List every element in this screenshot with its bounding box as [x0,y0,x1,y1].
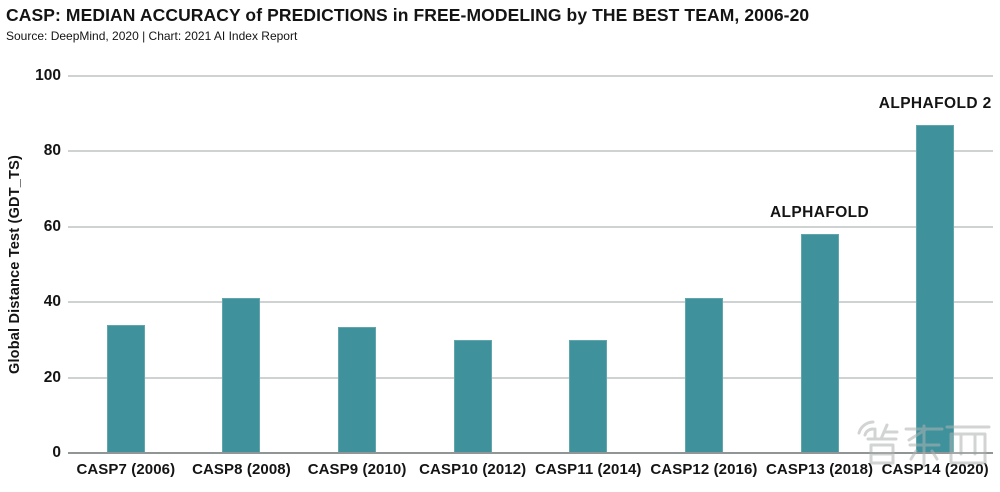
bar-casp7 [106,324,145,453]
y-tick-label-60: 60 [43,217,61,235]
annotation-alphafold: ALPHAFOLD [769,204,870,222]
bar-casp13 [800,234,839,453]
x-tick-label-casp13: CASP13 (2018) [765,461,874,478]
bar-casp12 [684,298,723,453]
y-tick-label-20: 20 [43,368,61,386]
gridline-20 [68,376,993,379]
x-tick-label-casp14: CASP14 (2020) [881,461,989,478]
x-tick-label-casp11: CASP11 (2014) [535,461,642,478]
annotation-alphafold-2: ALPHAFOLD 2 [878,95,992,112]
x-tick-label-casp10: CASP10 (2012) [419,461,527,478]
x-tick-label-casp7: CASP7 (2006) [76,461,176,478]
gridline-80 [68,150,993,153]
x-tick-label-casp12: CASP12 (2016) [650,461,758,478]
bar-casp9 [338,326,377,453]
chart-title: CASP: MEDIAN ACCURACY of PREDICTIONS in … [6,5,810,25]
chart-source: Source: DeepMind, 2020 | Chart: 2021 AI … [6,29,298,43]
y-tick-label-100: 100 [35,67,61,84]
y-tick-label-80: 80 [43,142,61,160]
bar-casp8 [222,298,261,453]
y-tick-label-0: 0 [52,444,61,461]
gridline-100 [68,75,993,77]
y-tick-label-40: 40 [43,293,61,311]
watermark-zhidx-logo [857,420,991,468]
x-tick-label-casp9: CASP9 (2010) [307,461,407,478]
x-axis-line [68,452,993,454]
gridline-60 [68,225,993,228]
y-axis-title: Global Distance Test (GDT_TS) [7,154,23,375]
bar-casp10 [453,339,492,453]
x-tick-label-casp8: CASP8 (2008) [192,461,291,478]
bar-casp14 [916,125,955,453]
bar-casp11 [569,339,608,453]
gridline-40 [68,301,993,304]
